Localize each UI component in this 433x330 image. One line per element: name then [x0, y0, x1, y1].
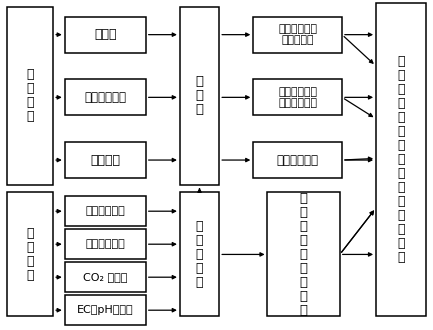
Text: 水分胁迫指数: 水分胁迫指数	[277, 153, 319, 167]
Text: EC和pH传感器: EC和pH传感器	[77, 305, 133, 315]
FancyBboxPatch shape	[65, 229, 146, 259]
Text: 热成像仪: 热成像仪	[90, 153, 120, 167]
FancyBboxPatch shape	[253, 16, 342, 53]
Text: 茎粗、植株和
果实生长速率: 茎粗、植株和 果实生长速率	[278, 87, 317, 108]
FancyBboxPatch shape	[376, 3, 427, 316]
Text: 温
室
作
物
生
长
和
环
境
信
息
综
合
评
价: 温 室 作 物 生 长 和 环 境 信 息 综 合 评 价	[397, 55, 405, 264]
FancyBboxPatch shape	[65, 79, 146, 116]
Text: 温
、
光
、
水
、
气
、
肥: 温 、 光 、 水 、 气 、 肥	[300, 192, 308, 317]
Text: 多光谱成像仪: 多光谱成像仪	[84, 91, 126, 104]
FancyBboxPatch shape	[6, 192, 53, 316]
Text: 计
算
机: 计 算 机	[196, 75, 204, 116]
Text: CO₂ 传感器: CO₂ 传感器	[83, 272, 127, 282]
FancyBboxPatch shape	[65, 16, 146, 53]
FancyBboxPatch shape	[253, 79, 342, 116]
Text: 氮磷钾、水分
叶面积指数: 氮磷钾、水分 叶面积指数	[278, 24, 317, 45]
FancyBboxPatch shape	[6, 7, 53, 185]
FancyBboxPatch shape	[180, 7, 219, 185]
FancyBboxPatch shape	[65, 295, 146, 325]
Text: 温
室
环
境: 温 室 环 境	[26, 227, 34, 282]
Text: 温湿度传感器: 温湿度传感器	[85, 206, 125, 216]
FancyBboxPatch shape	[65, 142, 146, 178]
FancyBboxPatch shape	[65, 196, 146, 226]
Text: 数
据
采
集
卡: 数 据 采 集 卡	[196, 220, 203, 289]
FancyBboxPatch shape	[180, 192, 219, 316]
FancyBboxPatch shape	[65, 262, 146, 292]
Text: 光谱仪: 光谱仪	[94, 28, 116, 41]
Text: 辐照度传感器: 辐照度传感器	[85, 239, 125, 249]
FancyBboxPatch shape	[253, 142, 342, 178]
FancyBboxPatch shape	[268, 192, 340, 316]
Text: 温
室
作
物: 温 室 作 物	[26, 68, 34, 123]
